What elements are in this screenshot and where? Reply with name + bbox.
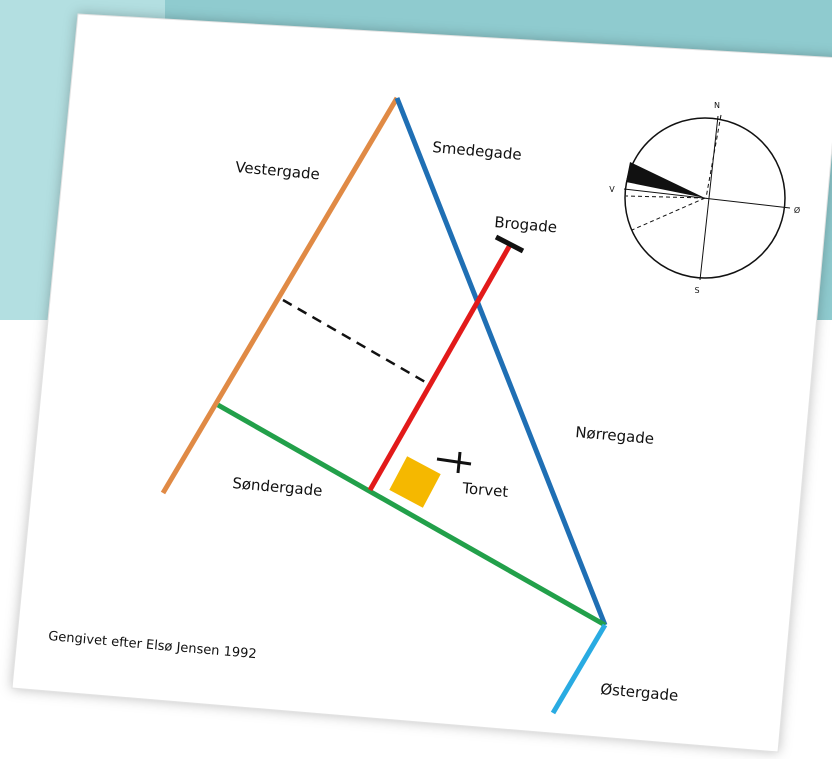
street-ostergade: [550, 623, 608, 715]
street-end-bar: [494, 234, 525, 254]
label-brogade: Brogade: [494, 213, 558, 236]
cross-marker: [436, 451, 472, 474]
square-torvet: [389, 456, 441, 508]
label-torvet: Torvet: [461, 479, 509, 501]
compass-south: S: [694, 286, 699, 295]
street-brogade: [367, 243, 513, 492]
compass-north: N: [714, 101, 720, 110]
old-street: [282, 298, 428, 385]
compass-east: Ø: [794, 205, 800, 215]
compass-west: V: [609, 185, 615, 194]
compass: N V Ø S: [609, 101, 800, 295]
streets: [160, 96, 608, 715]
street-smedegade-norregade: [394, 97, 608, 626]
street-sondergade: [216, 402, 607, 628]
street-vestergade: [160, 96, 400, 495]
paper: [11, 13, 832, 753]
